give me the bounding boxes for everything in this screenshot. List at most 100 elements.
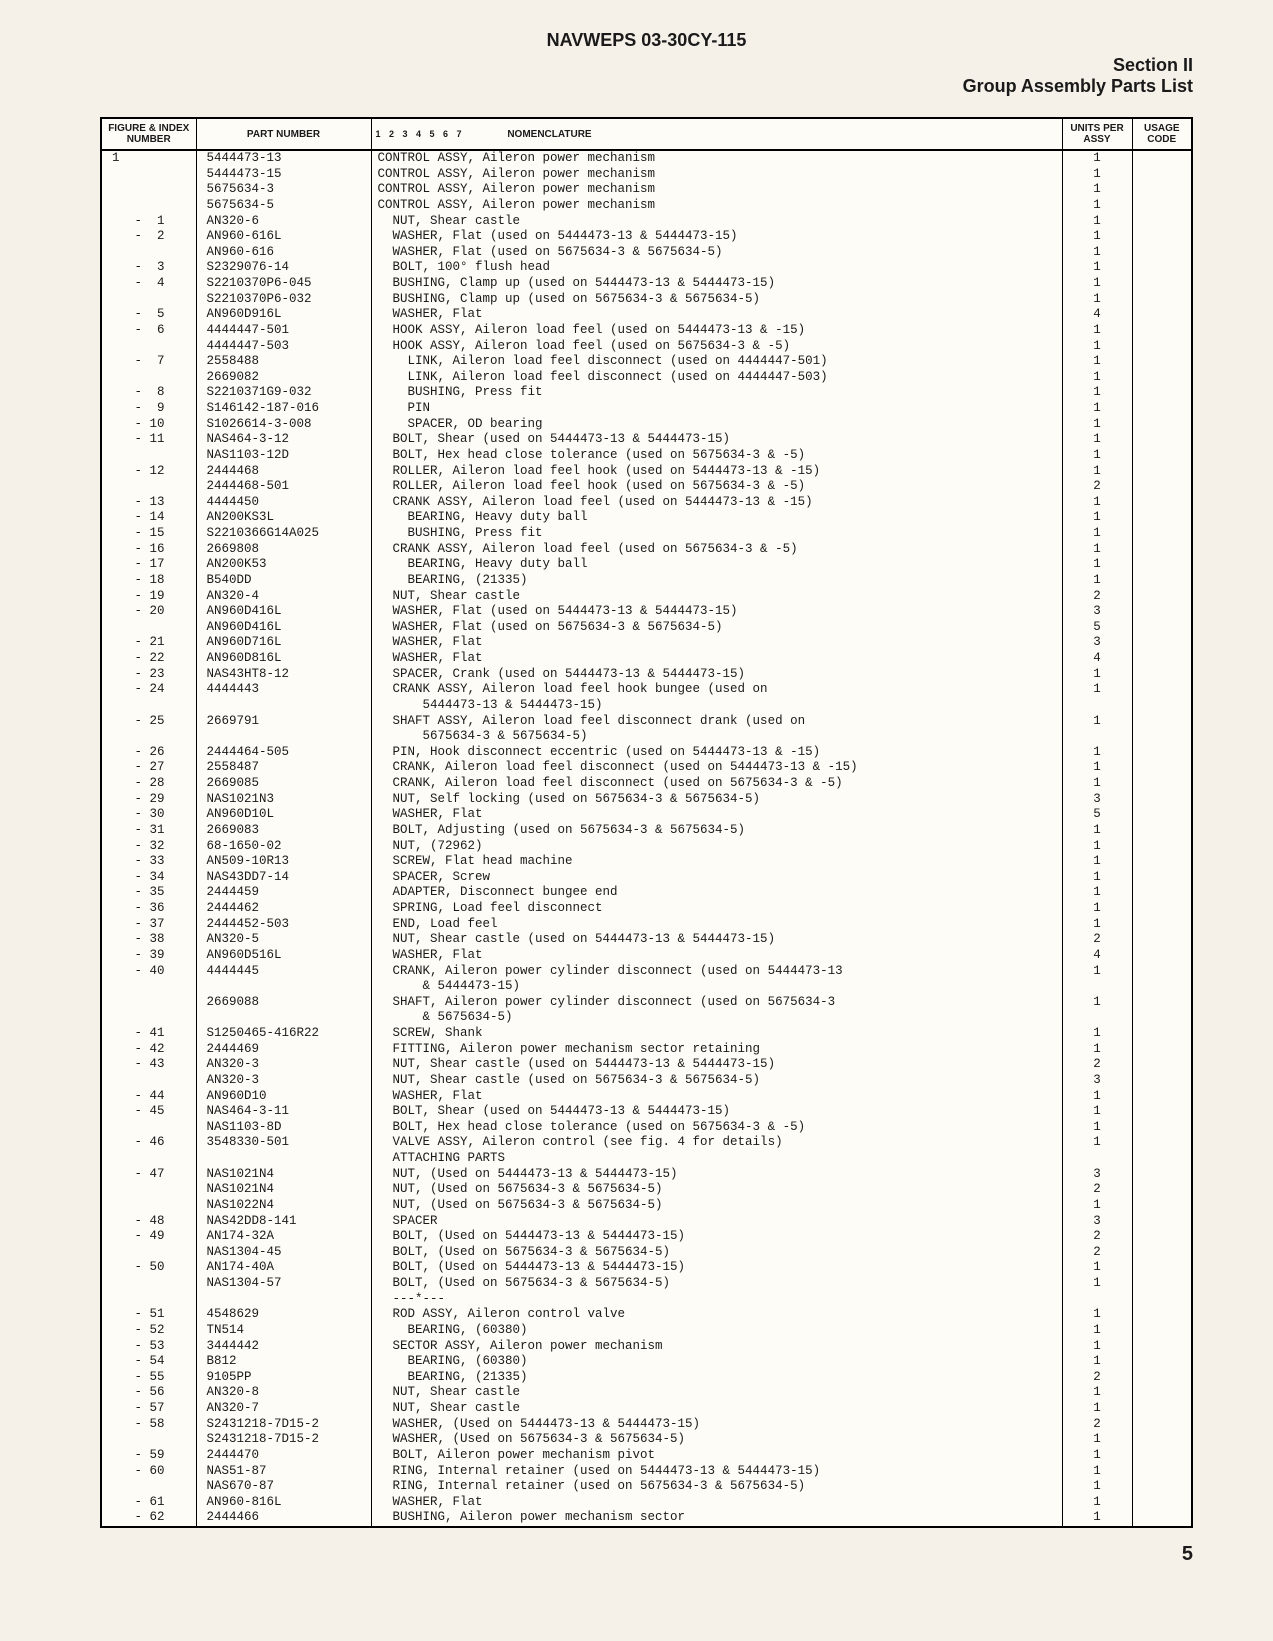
cell-nomenclature: BOLT, Shear (used on 5444473-13 & 544447… xyxy=(371,432,1062,448)
table-row: - 14AN200KS3L BEARING, Heavy duty ball1 xyxy=(101,510,1192,526)
table-row: - 45NAS464-3-11 BOLT, Shear (used on 544… xyxy=(101,1104,1192,1120)
cell-usage xyxy=(1132,1432,1192,1448)
table-row: - 15S2210366G14A025 BUSHING, Press fit1 xyxy=(101,526,1192,542)
cell-usage xyxy=(1132,1057,1192,1073)
cell-units xyxy=(1062,1292,1132,1308)
table-row: - 362444462 SPRING, Load feel disconnect… xyxy=(101,901,1192,917)
cell-figidx: - 46 xyxy=(101,1135,196,1151)
table-row: - 54B812 BEARING, (60380)1 xyxy=(101,1354,1192,1370)
cell-usage xyxy=(1132,448,1192,464)
table-row: - 533444442 SECTOR ASSY, Aileron power m… xyxy=(101,1339,1192,1355)
cell-partnum: AN509-10R13 xyxy=(196,854,371,870)
cell-figidx: - 12 xyxy=(101,464,196,480)
cell-units xyxy=(1062,1010,1132,1026)
cell-units: 1 xyxy=(1062,1120,1132,1136)
cell-units: 1 xyxy=(1062,1307,1132,1323)
cell-figidx: - 41 xyxy=(101,1026,196,1042)
section-title: Section II xyxy=(100,55,1193,76)
cell-usage xyxy=(1132,776,1192,792)
cell-nomenclature: CRANK ASSY, Aileron load feel hook bunge… xyxy=(371,682,1062,698)
cell-nomenclature: 5444473-13 & 5444473-15) xyxy=(371,698,1062,714)
cell-figidx: - 42 xyxy=(101,1042,196,1058)
cell-figidx: - 1 xyxy=(101,214,196,230)
cell-figidx xyxy=(101,1245,196,1261)
cell-usage xyxy=(1132,542,1192,558)
cell-usage xyxy=(1132,1182,1192,1198)
cell-nomenclature: BOLT, 100° flush head xyxy=(371,260,1062,276)
cell-partnum: NAS1103-12D xyxy=(196,448,371,464)
cell-nomenclature: CRANK, Aileron power cylinder disconnect… xyxy=(371,964,1062,980)
cell-figidx: - 59 xyxy=(101,1448,196,1464)
cell-nomenclature: NUT, Shear castle (used on 5675634-3 & 5… xyxy=(371,1073,1062,1089)
cell-units: 1 xyxy=(1062,776,1132,792)
cell-figidx xyxy=(101,1276,196,1292)
cell-partnum: 2669808 xyxy=(196,542,371,558)
table-row: AN960-616 WASHER, Flat (used on 5675634-… xyxy=(101,245,1192,261)
cell-figidx: - 8 xyxy=(101,385,196,401)
cell-figidx xyxy=(101,370,196,386)
cell-nomenclature: ROD ASSY, Aileron control valve xyxy=(371,1307,1062,1323)
cell-units: 1 xyxy=(1062,1323,1132,1339)
table-row: - 244444443 CRANK ASSY, Aileron load fee… xyxy=(101,682,1192,698)
cell-units: 4 xyxy=(1062,307,1132,323)
cell-nomenclature: BOLT, Shear (used on 5444473-13 & 544447… xyxy=(371,1104,1062,1120)
cell-usage xyxy=(1132,1151,1192,1167)
table-row: - 3S2329076-14 BOLT, 100° flush head1 xyxy=(101,260,1192,276)
cell-figidx: 1 xyxy=(101,150,196,167)
cell-units: 1 xyxy=(1062,1042,1132,1058)
cell-units: 1 xyxy=(1062,823,1132,839)
cell-nomenclature: BOLT, (Used on 5675634-3 & 5675634-5) xyxy=(371,1245,1062,1261)
table-row: - 48NAS42DD8-141 SPACER3 xyxy=(101,1214,1192,1230)
cell-partnum: 5675634-3 xyxy=(196,182,371,198)
table-row: - 122444468 ROLLER, Aileron load feel ho… xyxy=(101,464,1192,480)
cell-partnum: 2444459 xyxy=(196,885,371,901)
cell-partnum: NAS1304-57 xyxy=(196,1276,371,1292)
cell-partnum: AN320-5 xyxy=(196,932,371,948)
cell-figidx xyxy=(101,1182,196,1198)
table-row: - 38AN320-5 NUT, Shear castle (used on 5… xyxy=(101,932,1192,948)
table-row: - 352444459 ADAPTER, Disconnect bungee e… xyxy=(101,885,1192,901)
cell-partnum: NAS1022N4 xyxy=(196,1198,371,1214)
cell-units: 1 xyxy=(1062,260,1132,276)
cell-units: 1 xyxy=(1062,573,1132,589)
table-row: S2210370P6-032 BUSHING, Clamp up (used o… xyxy=(101,292,1192,308)
cell-units: 1 xyxy=(1062,385,1132,401)
cell-figidx: - 31 xyxy=(101,823,196,839)
cell-units: 1 xyxy=(1062,1495,1132,1511)
table-row: 5444473-13 & 5444473-15) xyxy=(101,698,1192,714)
cell-units: 1 xyxy=(1062,1026,1132,1042)
cell-nomenclature: CONTROL ASSY, Aileron power mechanism xyxy=(371,198,1062,214)
cell-partnum: AN960D816L xyxy=(196,651,371,667)
cell-units: 3 xyxy=(1062,635,1132,651)
cell-figidx: - 16 xyxy=(101,542,196,558)
cell-figidx: - 40 xyxy=(101,964,196,980)
table-row: - 20AN960D416L WASHER, Flat (used on 544… xyxy=(101,604,1192,620)
cell-figidx xyxy=(101,198,196,214)
cell-nomenclature: 5675634-3 & 5675634-5) xyxy=(371,729,1062,745)
cell-nomenclature: BUSHING, Clamp up (used on 5675634-3 & 5… xyxy=(371,292,1062,308)
cell-figidx: - 15 xyxy=(101,526,196,542)
table-row: S2431218-7D15-2 WASHER, (Used on 5675634… xyxy=(101,1432,1192,1448)
cell-nomenclature: WASHER, Flat (used on 5444473-13 & 54444… xyxy=(371,229,1062,245)
cell-partnum: 2444462 xyxy=(196,901,371,917)
cell-figidx: - 39 xyxy=(101,948,196,964)
cell-nomenclature: WASHER, (Used on 5675634-3 & 5675634-5) xyxy=(371,1432,1062,1448)
cell-figidx: - 33 xyxy=(101,854,196,870)
cell-units: 1 xyxy=(1062,1135,1132,1151)
cell-usage xyxy=(1132,495,1192,511)
table-row: - 47NAS1021N4 NUT, (Used on 5444473-13 &… xyxy=(101,1167,1192,1183)
cell-figidx: - 7 xyxy=(101,354,196,370)
cell-partnum: NAS51-87 xyxy=(196,1464,371,1480)
cell-nomenclature: WASHER, Flat (used on 5444473-13 & 54444… xyxy=(371,604,1062,620)
cell-partnum xyxy=(196,1151,371,1167)
table-row: - 34NAS43DD7-14 SPACER, Screw1 xyxy=(101,870,1192,886)
cell-figidx: - 45 xyxy=(101,1104,196,1120)
cell-figidx xyxy=(101,1198,196,1214)
cell-units: 5 xyxy=(1062,807,1132,823)
cell-usage xyxy=(1132,901,1192,917)
cell-nomenclature: NUT, (72962) xyxy=(371,839,1062,855)
cell-units: 1 xyxy=(1062,1089,1132,1105)
cell-figidx xyxy=(101,1073,196,1089)
table-row: 5675634-5CONTROL ASSY, Aileron power mec… xyxy=(101,198,1192,214)
table-row: - 622444466 BUSHING, Aileron power mecha… xyxy=(101,1510,1192,1527)
